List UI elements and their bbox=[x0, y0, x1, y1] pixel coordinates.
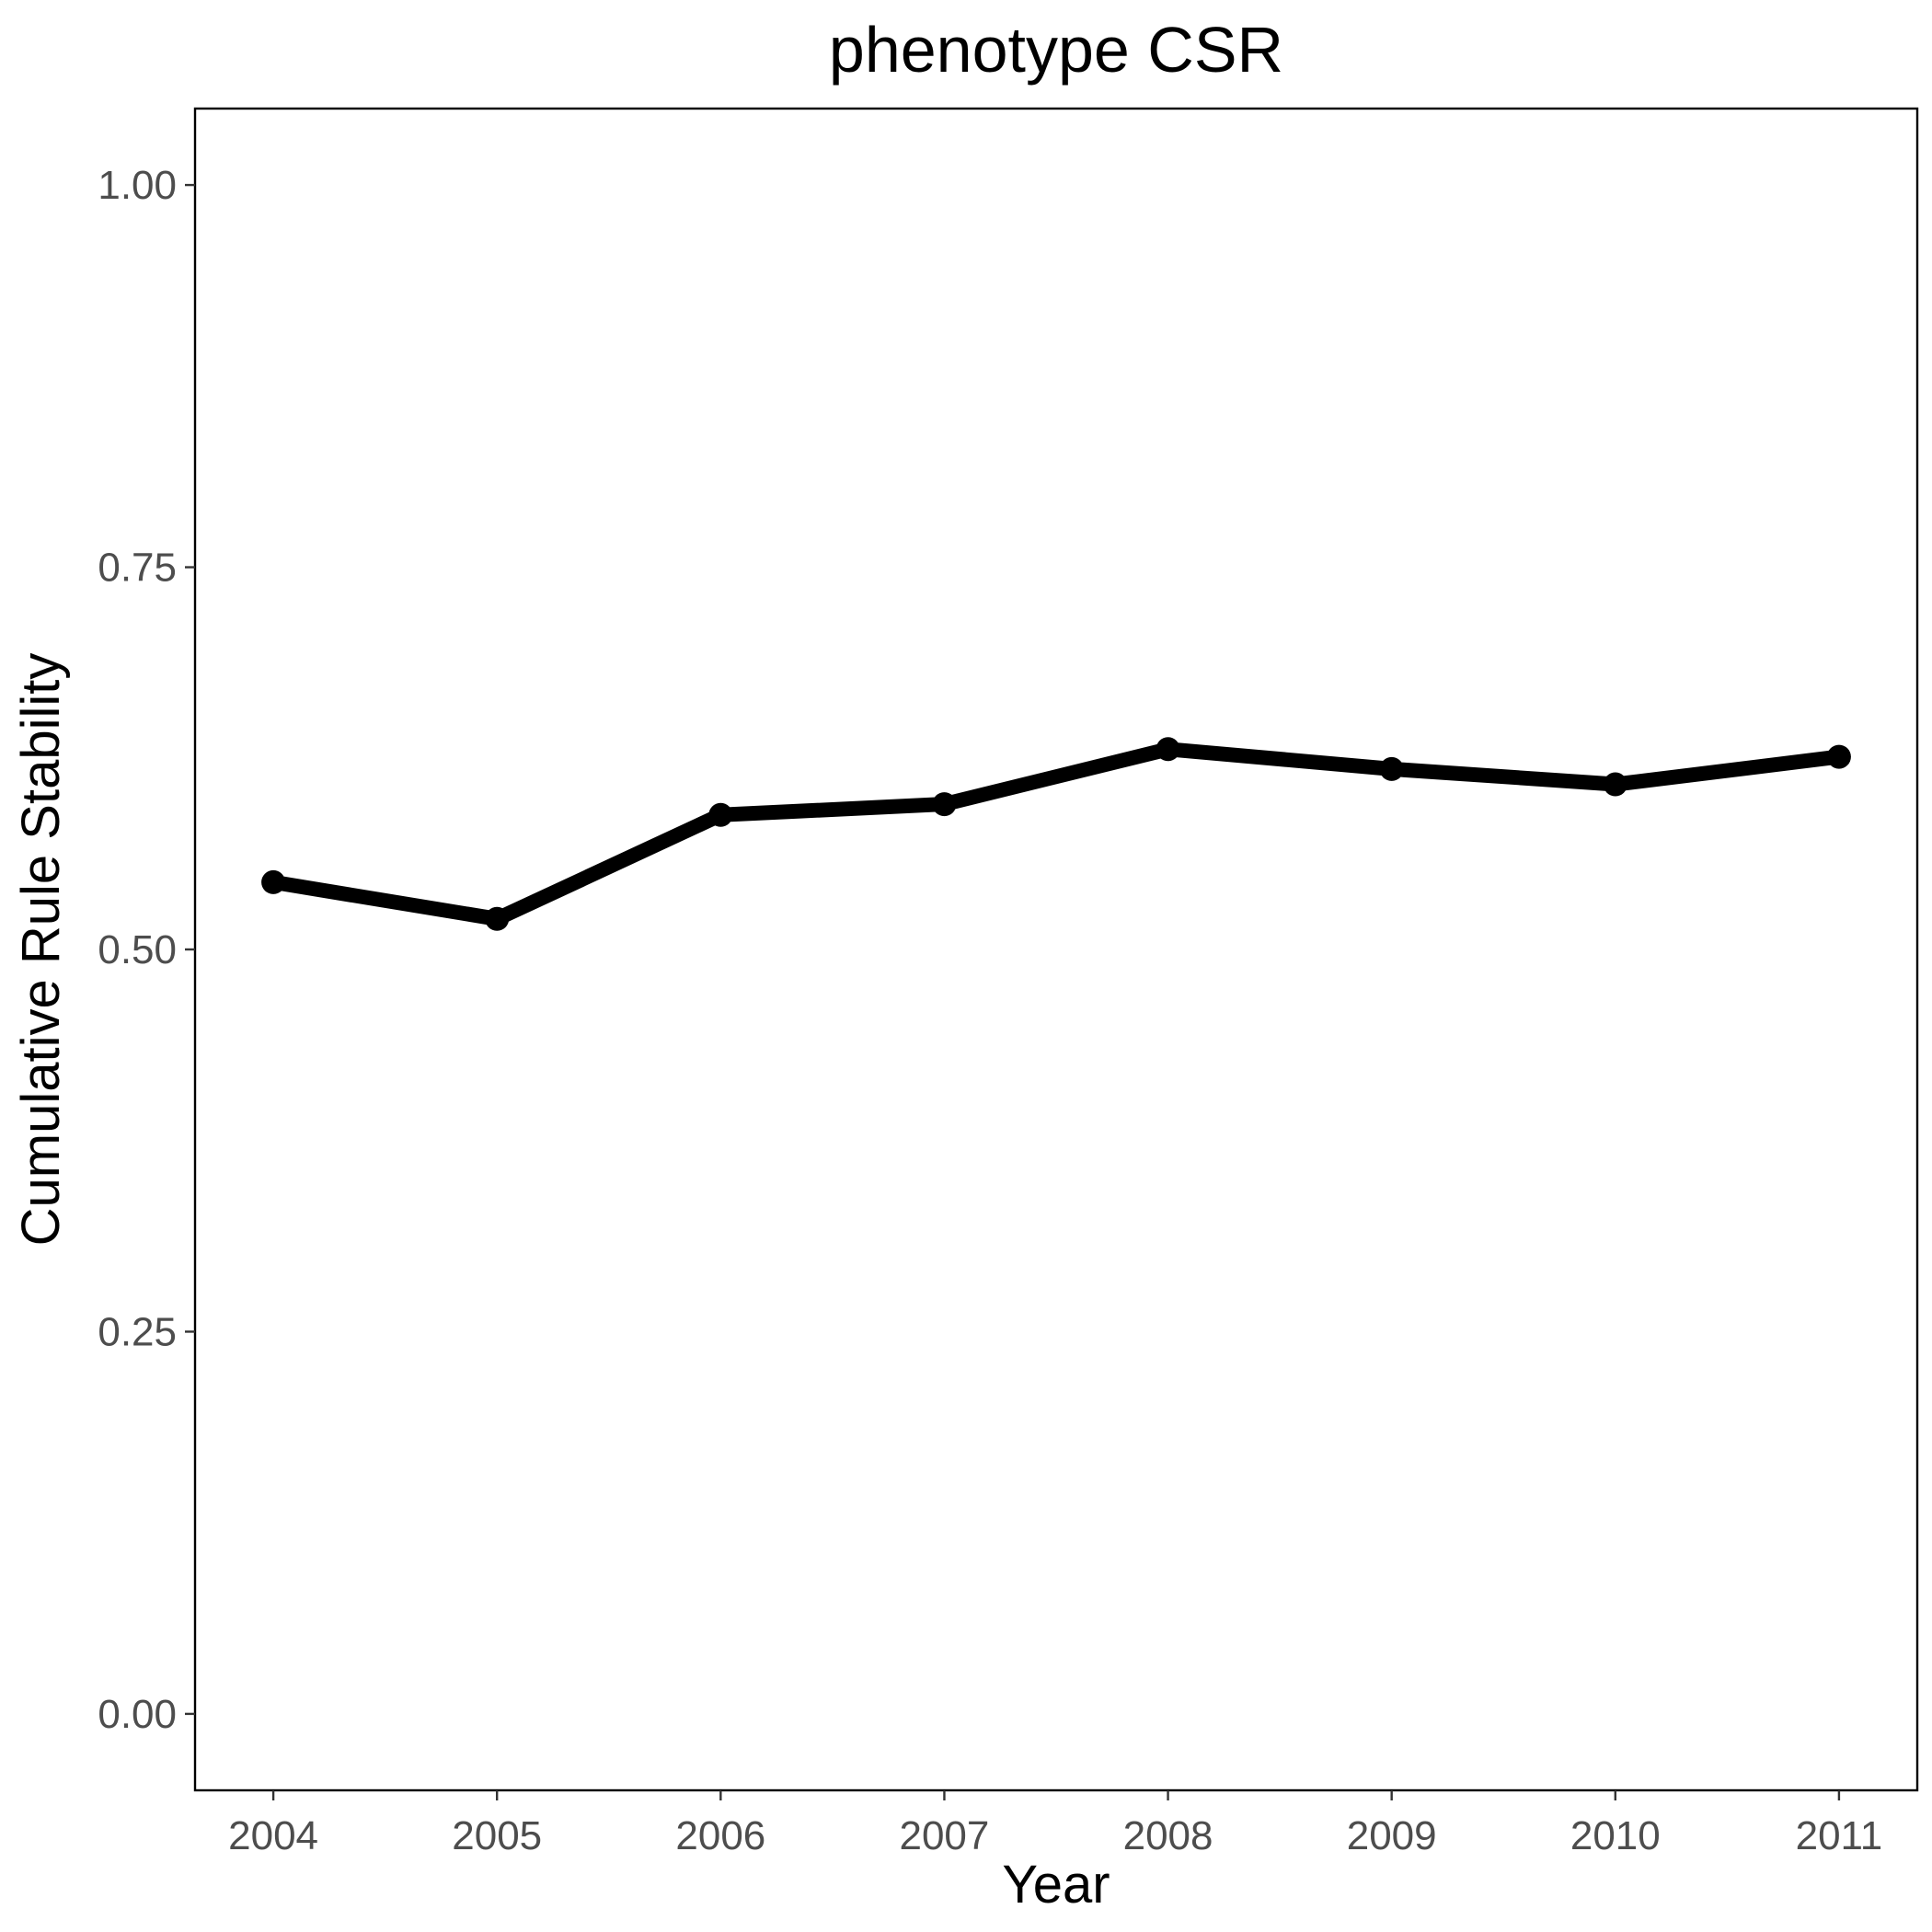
series-line bbox=[271, 742, 1840, 926]
series-layer bbox=[261, 737, 1851, 931]
x-tick-label: 2011 bbox=[1796, 1813, 1883, 1858]
x-tick-label: 2004 bbox=[228, 1813, 318, 1858]
chart-title: phenotype CSR bbox=[829, 14, 1283, 86]
y-tick-label: 1.00 bbox=[98, 163, 177, 208]
x-tick-label: 2009 bbox=[1347, 1813, 1437, 1858]
data-point bbox=[708, 802, 733, 827]
data-point bbox=[1826, 744, 1851, 769]
data-point bbox=[1379, 756, 1404, 781]
data-point bbox=[932, 792, 957, 817]
x-tick-label: 2007 bbox=[899, 1813, 989, 1858]
x-tick-label: 2008 bbox=[1123, 1813, 1213, 1858]
data-point bbox=[261, 869, 286, 894]
y-tick-label: 0.50 bbox=[98, 927, 177, 972]
data-point bbox=[1156, 737, 1180, 762]
x-tick-label: 2005 bbox=[452, 1813, 542, 1858]
grid-layer bbox=[195, 109, 1917, 1790]
x-axis-title: Year bbox=[1002, 1855, 1110, 1915]
data-point bbox=[485, 906, 510, 931]
y-tick-label: 0.75 bbox=[98, 546, 177, 591]
y-axis: 0.00 0.25 0.50 0.75 1.00 bbox=[98, 163, 195, 1737]
x-tick-label: 2010 bbox=[1570, 1813, 1661, 1858]
x-tick-label: 2006 bbox=[675, 1813, 765, 1858]
y-tick-label: 0.25 bbox=[98, 1309, 177, 1354]
y-axis-title: Cumulative Rule Stability bbox=[11, 653, 71, 1247]
data-point bbox=[1603, 772, 1627, 797]
y-tick-label: 0.00 bbox=[98, 1692, 177, 1737]
x-axis: 2004 2005 2006 2007 2008 2009 2010 2011 bbox=[228, 1790, 1882, 1858]
